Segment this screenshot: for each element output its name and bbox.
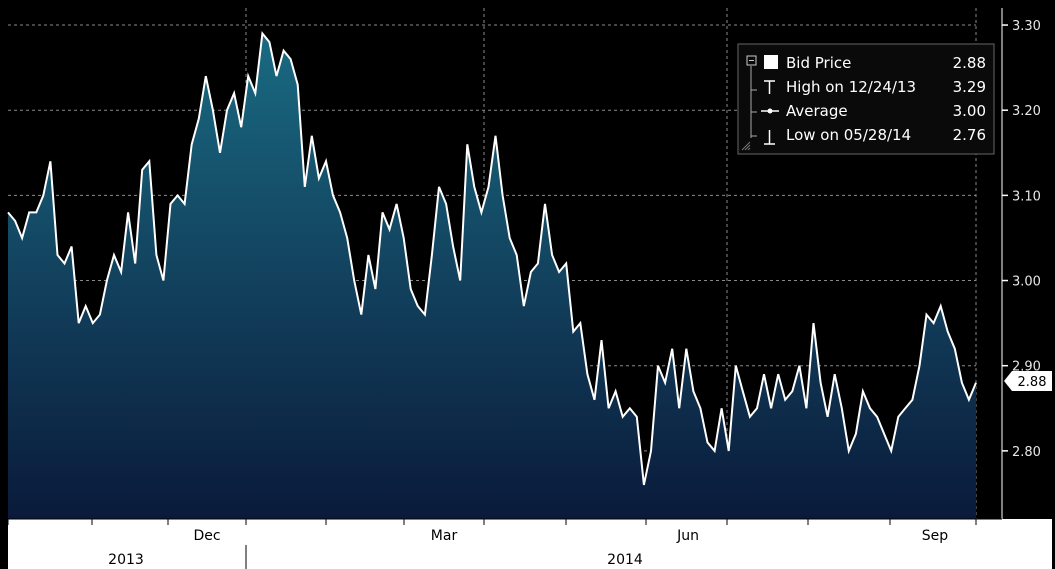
legend-label-low: Low on 05/28/14 xyxy=(786,126,911,144)
y-tick-label: 2.90 xyxy=(1012,360,1041,375)
x-axis: Dec Mar Jun Sep 2013 2014 xyxy=(7,519,977,568)
year-label: 2014 xyxy=(607,552,643,568)
resize-grip-icon xyxy=(741,141,751,151)
square-icon xyxy=(746,55,778,69)
current-value-label: 2.88 xyxy=(1018,375,1047,390)
x-tick-label: Mar xyxy=(431,528,458,544)
x-tick-label: Jun xyxy=(676,528,699,544)
legend-value-low: 2.76 xyxy=(953,126,986,144)
y-tick-label: 3.00 xyxy=(1012,275,1041,290)
year-label: 2013 xyxy=(108,552,144,568)
y-tick-label: 3.10 xyxy=(1012,189,1041,204)
legend-value-bid-price: 2.88 xyxy=(953,54,986,72)
x-tick-label: Sep xyxy=(922,528,949,544)
y-tick-label: 2.80 xyxy=(1012,445,1041,460)
x-axis-band xyxy=(8,519,1052,569)
y-axis: 3.30 3.20 3.10 3.00 2.90 2.80 xyxy=(1002,19,1041,460)
average-marker-icon xyxy=(761,108,779,114)
legend-label-average: Average xyxy=(786,102,848,120)
bid-price-line xyxy=(7,31,977,486)
legend: Bid Price 2.88 High on 12/24/13 3.29 Ave… xyxy=(737,43,995,155)
y-tick-label: 3.30 xyxy=(1012,19,1041,34)
high-marker-icon xyxy=(764,80,775,94)
legend-label-high: High on 12/24/13 xyxy=(786,78,916,96)
legend-label-bid-price: Bid Price xyxy=(786,54,851,72)
low-marker-icon xyxy=(764,130,775,145)
x-tick-label: Dec xyxy=(193,528,220,544)
legend-value-high: 3.29 xyxy=(953,78,986,96)
y-tick-label: 3.20 xyxy=(1012,104,1041,119)
legend-value-average: 3.00 xyxy=(953,102,986,120)
current-value-marker: 2.88 xyxy=(1004,371,1052,391)
legend-tree-connector xyxy=(750,66,757,138)
